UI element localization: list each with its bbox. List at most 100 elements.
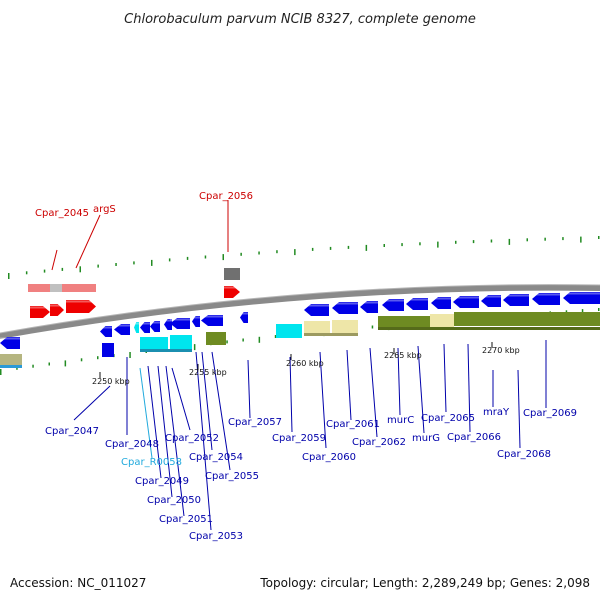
reference-dot <box>115 263 117 266</box>
gene-label-cpar-2054[interactable]: Cpar_2054 <box>189 452 243 463</box>
leader-cpar-2047 <box>73 385 111 421</box>
leader-murg <box>417 345 425 434</box>
leader-cpar-2060 <box>319 351 327 449</box>
gene-label-cpar-r0058[interactable]: Cpar_R0058 <box>121 457 182 468</box>
reference-dot <box>16 366 18 370</box>
reference-dot <box>242 338 244 342</box>
gene-arrow-3[interactable] <box>140 322 150 333</box>
gene-label-cpar-2052[interactable]: Cpar_2052 <box>165 433 219 444</box>
map-title: Chlorobaculum parvum NCIB 8327, complete… <box>124 12 476 27</box>
gene-arrow-14[interactable] <box>406 298 428 310</box>
leader-cpar-2051 <box>165 365 185 517</box>
khaki-track-a <box>304 321 330 335</box>
gene-cpar-2056-track <box>224 268 240 280</box>
gene-label-cpar-2053[interactable]: Cpar_2053 <box>189 531 243 542</box>
gene-label-cpar-2047[interactable]: Cpar_2047 <box>45 426 99 437</box>
reference-dot <box>258 336 261 343</box>
reference-dot <box>80 358 83 362</box>
gene-cpar-2045-arrow[interactable] <box>30 306 50 318</box>
gene-label-cpar-2045[interactable]: Cpar_2045 <box>35 208 89 219</box>
gene-label-mray[interactable]: mraY <box>483 407 510 418</box>
reference-dot <box>472 240 475 244</box>
reference-dot <box>329 246 332 250</box>
gene-label-cpar-2057[interactable]: Cpar_2057 <box>228 417 282 428</box>
gene-label-args[interactable]: argS <box>93 204 116 215</box>
gene-arrow-1[interactable] <box>100 326 112 337</box>
reference-dot <box>193 344 196 351</box>
reference-dot <box>61 267 64 271</box>
gene-label-murc[interactable]: murC <box>387 415 414 426</box>
gene-label-cpar-2056[interactable]: Cpar_2056 <box>199 191 253 202</box>
gene-arrow-8[interactable] <box>201 315 223 326</box>
gene-arrow-11[interactable] <box>332 302 358 314</box>
gene-arrow-6[interactable] <box>170 318 190 329</box>
gene-arrow-17[interactable] <box>481 295 501 307</box>
reference-dot <box>133 261 135 265</box>
reference-dot <box>383 244 385 247</box>
gene-arrow-5[interactable] <box>164 319 172 330</box>
olive-track-b <box>378 316 430 330</box>
reference-dot <box>598 236 600 239</box>
gene-cpar-2056-arrow[interactable] <box>224 286 240 298</box>
reference-dot <box>544 237 546 241</box>
reference-dot <box>347 245 350 249</box>
reference-dot <box>311 247 314 251</box>
khaki-track-c <box>430 314 454 328</box>
gene-arrow-9[interactable] <box>240 312 248 323</box>
gene-label-cpar-2060[interactable]: Cpar_2060 <box>302 452 356 463</box>
gene-arrow-20[interactable] <box>563 292 600 304</box>
gene-arrow-18[interactable] <box>503 294 529 306</box>
gene-arrow-10[interactable] <box>304 304 329 316</box>
reference-dot <box>186 256 189 260</box>
olive-track-a <box>206 332 226 345</box>
reference-dot <box>401 243 403 247</box>
reference-dot <box>562 237 564 241</box>
gene-partial-left-arrow[interactable] <box>0 337 20 349</box>
accession-label: Accession: NC_011027 <box>10 576 146 590</box>
gene-args-arrow-b[interactable] <box>66 300 96 313</box>
gene-label-cpar-2062[interactable]: Cpar_2062 <box>352 437 406 448</box>
gene-arrow-19[interactable] <box>532 293 560 305</box>
scale-ticks: 2250 kbp 2255 kbp 2260 kbp 2265 kbp 2270 kbp <box>92 342 520 386</box>
gene-arrow-4[interactable] <box>150 321 160 332</box>
gene-label-cpar-2048[interactable]: Cpar_2048 <box>105 439 159 450</box>
gene-label-cpar-2051[interactable]: Cpar_2051 <box>159 514 213 525</box>
gene-label-cpar-2066[interactable]: Cpar_2066 <box>447 432 501 443</box>
leader-cpar-2066 <box>467 343 471 433</box>
gene-arrow-7[interactable] <box>192 316 200 327</box>
reference-dot <box>226 340 228 344</box>
gene-arrow-12[interactable] <box>360 301 378 313</box>
gene-label-cpar-2065[interactable]: Cpar_2065 <box>421 413 475 424</box>
gene-arrow-2[interactable] <box>114 324 130 335</box>
gene-label-cpar-2061[interactable]: Cpar_2061 <box>326 419 380 430</box>
genome-backbone <box>0 284 600 339</box>
leader-cpar-2057 <box>247 359 251 419</box>
reference-dot <box>598 308 600 311</box>
gene-partial-left-track <box>0 354 22 367</box>
genome-summary-label: Topology: circular; Length: 2,289,249 bp… <box>259 576 590 590</box>
reference-dot <box>526 238 528 242</box>
label-leader-lines <box>51 200 547 531</box>
gene-label-cpar-2069[interactable]: Cpar_2069 <box>523 408 577 419</box>
gene-arrow-16[interactable] <box>453 296 479 308</box>
leader-cpar-2068 <box>517 369 521 449</box>
gene-label-cpar-2059[interactable]: Cpar_2059 <box>272 433 326 444</box>
gene-arrow-15[interactable] <box>431 297 451 309</box>
reference-dot <box>0 369 2 375</box>
gene-label-cpar-2055[interactable]: Cpar_2055 <box>205 471 259 482</box>
reference-dot <box>97 356 99 360</box>
reference-dot <box>490 239 493 243</box>
gene-cpar-r0058-arrow[interactable] <box>134 322 139 333</box>
leader-cpar-2053 <box>195 351 212 531</box>
rna-track-a <box>140 337 168 351</box>
gene-label-cpar-2050[interactable]: Cpar_2050 <box>147 495 201 506</box>
reference-dot <box>25 271 28 275</box>
reference-dot <box>32 364 34 368</box>
gene-label-murg[interactable]: murG <box>412 433 440 444</box>
scale-tick-label: 2260 kbp <box>286 359 324 368</box>
gene-label-cpar-2049[interactable]: Cpar_2049 <box>135 476 189 487</box>
gene-arrow-13[interactable] <box>382 299 404 311</box>
gene-args-arrow-a[interactable] <box>50 304 64 316</box>
gene-label-cpar-2068[interactable]: Cpar_2068 <box>497 449 551 460</box>
